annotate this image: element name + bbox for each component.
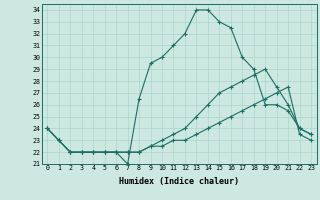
- X-axis label: Humidex (Indice chaleur): Humidex (Indice chaleur): [119, 177, 239, 186]
